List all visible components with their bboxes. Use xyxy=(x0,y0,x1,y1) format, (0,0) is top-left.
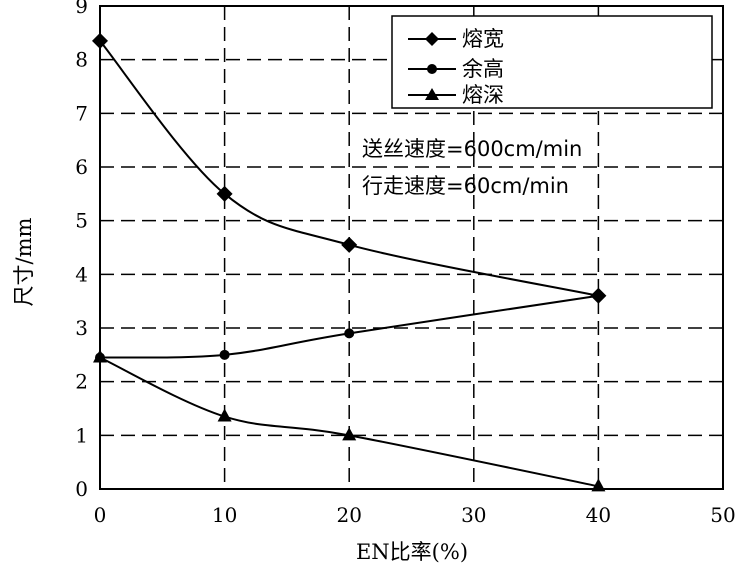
y-tick-label: 7 xyxy=(75,101,88,125)
x-tick-label: 10 xyxy=(212,503,237,527)
x-tick-label: 0 xyxy=(94,503,107,527)
y-tick-label: 8 xyxy=(75,48,88,72)
legend-label-熔深: 熔深 xyxy=(462,83,504,107)
legend-label-熔宽: 熔宽 xyxy=(462,27,504,51)
y-tick-label: 9 xyxy=(75,0,88,18)
legend-marker-diamond xyxy=(425,32,439,46)
data-point-余高 xyxy=(593,290,604,301)
y-tick-label: 3 xyxy=(75,316,88,340)
data-point-熔深 xyxy=(342,427,357,441)
y-tick-label: 6 xyxy=(75,155,88,179)
y-tick-label: 1 xyxy=(75,423,88,447)
plot-area xyxy=(99,5,724,490)
data-point-余高 xyxy=(344,328,355,339)
annotation-travel-speed: 行走速度=60cm/min xyxy=(362,174,569,198)
tick-labels: 0 10 20 30 40 50 0 1 2 3 4 5 6 7 8 9 xyxy=(75,0,735,527)
data-point-余高 xyxy=(219,349,230,360)
x-tick-label: 20 xyxy=(336,503,361,527)
y-tick-label: 4 xyxy=(75,262,88,286)
legend-marker-triangle xyxy=(425,88,439,100)
legend-marker-circle xyxy=(427,64,437,74)
series-line-余高 xyxy=(99,294,599,359)
series-line-熔宽 xyxy=(99,40,599,297)
annotation-wire-speed: 送丝速度=600cm/min xyxy=(362,137,582,161)
y-axis-title: 尺寸/mm xyxy=(12,217,36,306)
y-tick-label: 0 xyxy=(75,477,88,501)
y-tick-label: 2 xyxy=(75,370,88,394)
series-line-熔深 xyxy=(99,356,599,488)
x-axis-title: EN比率(%) xyxy=(356,540,468,564)
data-point-熔宽 xyxy=(341,236,358,253)
x-tick-label: 30 xyxy=(461,503,486,527)
legend-box xyxy=(391,15,713,109)
data-point-熔宽 xyxy=(216,185,233,202)
legend: 熔宽 余高 熔深 xyxy=(391,15,713,109)
legend-label-余高: 余高 xyxy=(462,57,504,81)
y-tick-label: 5 xyxy=(75,209,88,233)
x-tick-label: 50 xyxy=(710,503,735,527)
x-tick-label: 40 xyxy=(586,503,611,527)
data-point-熔深 xyxy=(217,408,232,422)
